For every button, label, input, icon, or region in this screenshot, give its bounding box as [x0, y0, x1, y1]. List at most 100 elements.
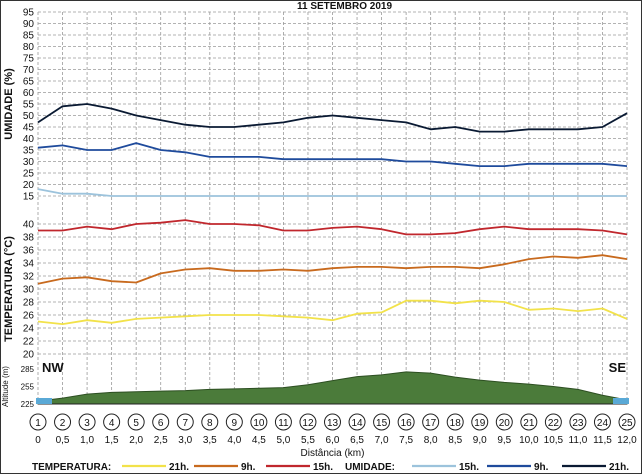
temperature-tick-label: 32	[23, 272, 35, 283]
temperature-line	[38, 219, 628, 236]
point-label: 14	[351, 418, 363, 429]
humidity-axis-title: UMIDADE (%)	[3, 68, 15, 140]
point-marker	[29, 413, 47, 431]
point-marker	[446, 413, 464, 431]
point-marker	[495, 413, 513, 431]
x-tick-label: 2,0	[129, 435, 143, 446]
terrain-area	[37, 371, 628, 405]
humidity-tick-label: 95	[23, 8, 35, 19]
temperature-tick-label: 24	[23, 324, 35, 335]
point-marker	[152, 413, 170, 431]
humidity-line	[37, 142, 628, 168]
point-marker	[397, 413, 415, 431]
point-marker	[103, 413, 121, 431]
point-marker	[569, 413, 587, 431]
temperature-tick-label: 26	[23, 311, 35, 322]
altitude-tick-label: 285	[21, 365, 35, 374]
point-label: 24	[597, 418, 609, 429]
humidity-tick-label: 20	[23, 180, 35, 191]
point-marker	[348, 413, 366, 431]
point-label: 7	[182, 418, 188, 429]
legend-item-label: 21h.	[609, 462, 629, 473]
point-marker	[422, 413, 440, 431]
point-label: 8	[207, 418, 213, 429]
x-tick-label: 1,0	[80, 435, 94, 446]
humidity-tick-label: 65	[23, 77, 35, 88]
x-tick-label: 7,0	[375, 435, 389, 446]
x-tick-label: 6,5	[350, 435, 364, 446]
series	[37, 103, 628, 326]
temperature-tick-label: 40	[23, 220, 35, 231]
humidity-line	[37, 103, 628, 133]
x-tick-label: 2,5	[154, 435, 168, 446]
altitude-axis-title: Altitude (m)	[1, 366, 10, 407]
point-marker	[54, 413, 72, 431]
point-label: 15	[376, 418, 388, 429]
x-tick-label: 9,0	[473, 435, 487, 446]
point-marker	[324, 413, 341, 431]
humidity-tick-label: 35	[23, 146, 35, 157]
axis-labels: 1520253035404550556065707580859095202224…	[1, 1, 637, 459]
point-marker	[225, 413, 243, 431]
x-tick-label: 7,5	[399, 435, 413, 446]
x-tick-label: 10,5	[544, 435, 564, 446]
direction-left: NW	[42, 360, 64, 375]
temperature-tick-label: 38	[23, 233, 35, 244]
point-marker	[78, 413, 96, 431]
point-marker	[618, 413, 636, 431]
point-marker	[127, 413, 145, 431]
temperature-axis-title: TEMPERATURA (°C)	[3, 236, 15, 342]
humidity-tick-label: 25	[23, 169, 35, 180]
point-marker	[544, 413, 562, 431]
humidity-tick-label: 70	[23, 65, 35, 76]
legend-item-label: 15h.	[313, 462, 333, 473]
humidity-tick-label: 85	[23, 31, 35, 42]
point-label: 4	[109, 418, 115, 429]
point-label: 17	[425, 418, 437, 429]
humidity-tick-label: 75	[23, 54, 35, 65]
water-right	[613, 398, 629, 404]
point-label: 22	[548, 418, 560, 429]
chart-title: 11 SETEMBRO 2019	[297, 1, 392, 12]
point-label: 2	[60, 418, 66, 429]
humidity-tick-label: 50	[23, 111, 35, 122]
point-label: 3	[84, 418, 90, 429]
x-tick-label: 6,0	[326, 435, 340, 446]
temperature-line	[37, 299, 628, 326]
altitude-tick-label: 255	[21, 383, 35, 392]
point-label: 1	[35, 418, 41, 429]
water-left	[36, 398, 52, 404]
point-label: 6	[158, 418, 164, 429]
legend-temperature-label: TEMPERATURA:	[32, 462, 111, 473]
x-tick-label: 9,5	[497, 435, 511, 446]
point-marker	[471, 413, 489, 431]
point-marker	[373, 413, 391, 431]
point-label: 10	[253, 418, 265, 429]
temperature-tick-label: 20	[23, 350, 35, 361]
humidity-tick-label: 45	[23, 123, 35, 134]
x-tick-label: 8,5	[448, 435, 462, 446]
humidity-tick-label: 15	[23, 192, 35, 203]
point-marker	[593, 413, 611, 431]
legend: TEMPERATURA: 21h. 9h. 15h. UMIDADE: 15h. 9h. 21…	[32, 462, 629, 473]
x-tick-label: 12,0	[617, 435, 637, 446]
temperature-tick-label: 36	[23, 246, 35, 257]
point-label: 16	[401, 418, 413, 429]
point-marker	[176, 413, 194, 431]
point-label: 25	[621, 418, 633, 429]
legend-humidity-label: UMIDADE:	[345, 462, 395, 473]
legend-item-label: 15h.	[459, 462, 479, 473]
temperature-tick-label: 34	[23, 259, 35, 270]
point-label: 20	[499, 418, 511, 429]
point-marker	[299, 413, 317, 431]
point-label: 18	[450, 418, 462, 429]
point-label: 12	[302, 418, 314, 429]
point-label: 21	[523, 418, 535, 429]
x-tick-label: 0	[35, 435, 41, 446]
x-tick-label: 0,5	[56, 435, 70, 446]
temperature-line	[37, 254, 628, 285]
humidity-line	[37, 188, 627, 197]
humidity-tick-label: 30	[23, 157, 35, 168]
point-label: 9	[232, 418, 238, 429]
